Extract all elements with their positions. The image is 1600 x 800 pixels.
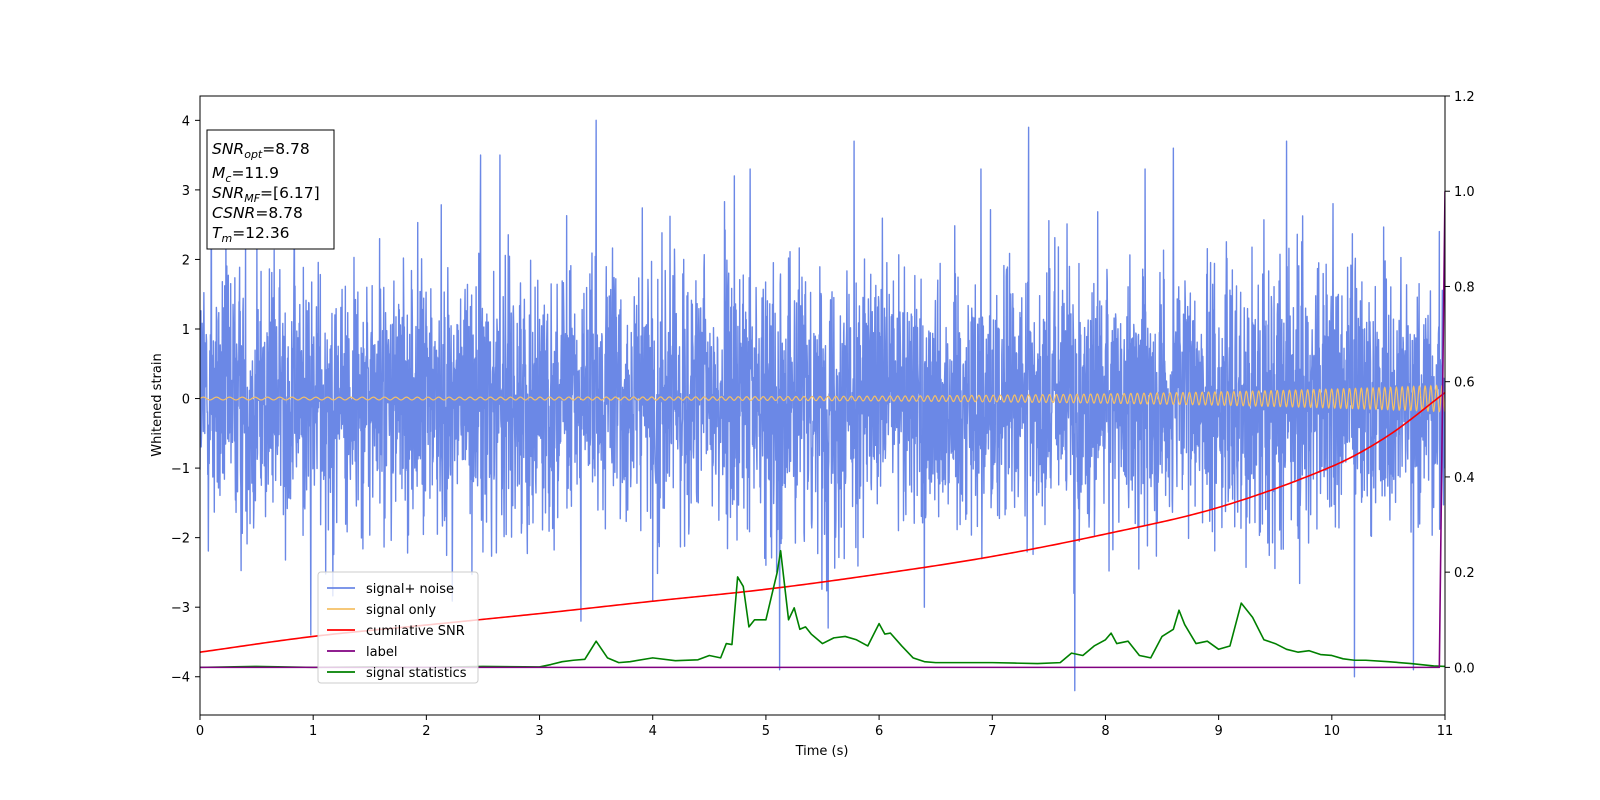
- info-sub: opt: [244, 148, 263, 161]
- y-tick-label: −4: [171, 671, 190, 686]
- info-sub: MF: [244, 192, 260, 205]
- legend-label: signal statistics: [366, 666, 467, 681]
- y-tick-label: 1: [182, 323, 190, 338]
- x-tick-label: 2: [422, 724, 430, 739]
- info-line: SNRopt=8.78: [212, 140, 310, 161]
- info-var: SNR: [212, 140, 244, 158]
- legend-label: signal only: [366, 603, 436, 618]
- y-right-tick-label: 0.4: [1454, 471, 1475, 486]
- info-line: Mc=11.9: [212, 164, 279, 185]
- x-axis-title: Time (s): [795, 744, 849, 759]
- y-tick-label: 2: [182, 253, 190, 268]
- y-tick-label: −3: [171, 601, 190, 616]
- y-right-tick-label: 1.0: [1454, 185, 1475, 200]
- y-tick-label: 0: [182, 393, 190, 408]
- info-line: SNRMF=[6.17]: [212, 184, 320, 205]
- legend-frame: [317, 571, 479, 684]
- x-tick-label: 6: [875, 724, 883, 739]
- info-value: =8.78: [255, 204, 303, 222]
- legend-label: signal+ noise: [366, 582, 454, 597]
- info-value: =11.9: [231, 164, 279, 182]
- plot-frame: [199, 95, 1446, 716]
- info-value: =8.78: [262, 140, 310, 158]
- series-line-label: [200, 191, 1445, 669]
- y-right-tick-label: 1.2: [1454, 90, 1475, 105]
- x-tick-label: 4: [649, 724, 657, 739]
- x-tick-label: 9: [1214, 724, 1222, 739]
- info-sub: m: [221, 232, 232, 245]
- info-box: SNRopt=8.78Mc=11.9SNRMF=[6.17]CSNR=8.78T…: [206, 129, 335, 250]
- x-tick-label: 5: [762, 724, 770, 739]
- y-right-tick-label: 0.8: [1454, 280, 1475, 295]
- info-sub: c: [225, 172, 231, 185]
- info-var: M: [212, 164, 225, 182]
- x-tick-label: 11: [1437, 724, 1454, 739]
- x-axis: 0 1 2 3 4 5 6 7 8 9 10 11: [196, 715, 1453, 739]
- y-axis-title: Whitened strain: [150, 353, 165, 456]
- x-tick-label: 10: [1324, 724, 1341, 739]
- info-value: =[6.17]: [260, 184, 320, 202]
- series-line-signal-statistics: [200, 549, 1445, 669]
- y-right-tick-label: 0.0: [1454, 661, 1475, 676]
- series-line-signal-only: [200, 384, 1445, 413]
- info-var: CSNR: [212, 204, 255, 222]
- info-value: =12.36: [232, 224, 289, 242]
- info-var: SNR: [212, 184, 244, 202]
- legend-label: cumilative SNR: [366, 624, 465, 639]
- x-tick-label: 0: [196, 724, 204, 739]
- legend: signal+ noise signal only cumilative SNR la…: [317, 571, 479, 684]
- legend-label: label: [366, 645, 397, 660]
- y-tick-label: −2: [171, 532, 190, 547]
- y-right-tick-label: 0.2: [1454, 566, 1475, 581]
- x-tick-label: 7: [988, 724, 996, 739]
- info-var: T: [212, 224, 223, 242]
- x-tick-label: 1: [309, 724, 317, 739]
- y-axis-right: 0.0 0.2 0.4 0.6 0.8 1.0 1.2: [1445, 90, 1475, 676]
- y-axis-left: −4 −3 −2 −1 0 1 2 3 4: [171, 114, 200, 686]
- info-line: CSNR=8.78: [212, 204, 303, 222]
- x-tick-label: 3: [535, 724, 543, 739]
- info-box-frame: [206, 129, 335, 250]
- y-tick-label: 3: [182, 184, 190, 199]
- y-right-tick-label: 0.6: [1454, 376, 1475, 391]
- x-tick-label: 8: [1101, 724, 1109, 739]
- y-tick-label: −1: [171, 462, 190, 477]
- info-line: Tm=12.36: [212, 224, 290, 245]
- series-line-signal-noise: [200, 119, 1445, 692]
- y-tick-label: 4: [182, 114, 190, 129]
